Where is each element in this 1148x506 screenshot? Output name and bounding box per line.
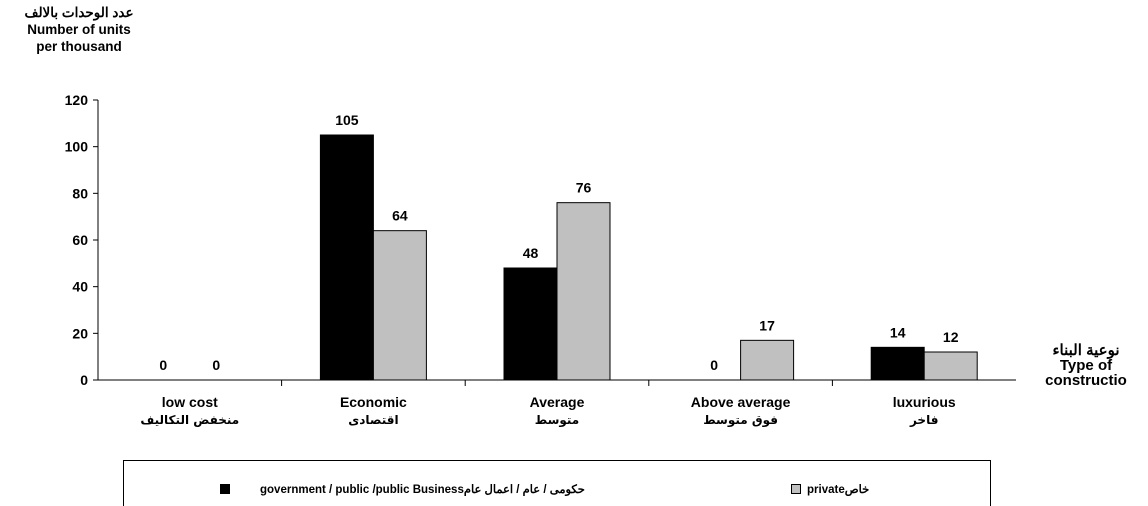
- data-label: 12: [943, 329, 959, 345]
- y-axis-title: عدد الوحدات بالالف Number of units per t…: [0, 4, 158, 55]
- x-axis-title-en1: Type of: [1059, 357, 1113, 374]
- legend-label-private: privateخاص: [807, 484, 870, 496]
- data-label: 0: [159, 357, 167, 373]
- x-tick-label-en: Average: [530, 394, 585, 410]
- x-tick-label-ar: اقتصادى: [348, 413, 398, 427]
- bar: [372, 230, 427, 381]
- legend-swatch-government: [220, 484, 230, 494]
- x-tick-label-en: luxurious: [893, 394, 956, 410]
- data-label: 48: [523, 245, 539, 261]
- bar: [319, 134, 374, 381]
- bar: [740, 339, 795, 381]
- bar: [556, 202, 611, 381]
- x-axis-title-en2: constructio: [1045, 372, 1127, 389]
- y-axis-title-en2: per thousand: [36, 39, 122, 54]
- x-axis-title: نوعية البناء Type of constructio: [1026, 343, 1146, 388]
- x-tick-label-ar: منخفض التكاليف: [140, 413, 239, 427]
- data-label: 0: [710, 357, 718, 373]
- x-tick-label-ar: متوسط: [535, 413, 580, 428]
- y-tick-label: 80: [72, 185, 88, 201]
- bar: [503, 267, 558, 381]
- data-label: 0: [212, 357, 220, 373]
- bar: [870, 346, 925, 381]
- y-axis-title-ar: عدد الوحدات بالالف: [24, 5, 134, 20]
- x-axis-title-ar: نوعية البناء: [1052, 342, 1120, 359]
- x-tick-label-en: low cost: [162, 394, 218, 410]
- x-tick-label-ar: فاخر: [909, 413, 938, 427]
- legend: government / public /public Businessحكوم…: [123, 460, 991, 506]
- y-tick-label: 120: [65, 92, 89, 108]
- x-tick-label-en: Above average: [691, 394, 791, 410]
- y-tick-label: 100: [65, 139, 89, 155]
- data-label: 76: [576, 180, 592, 196]
- x-tick-label-ar: فوق متوسط: [703, 413, 778, 428]
- legend-item-government: government / public /public Businessحكوم…: [220, 482, 585, 496]
- data-label: 105: [335, 112, 359, 128]
- bar: [923, 351, 978, 381]
- y-axis-title-en1: Number of units: [27, 22, 131, 37]
- data-label: 14: [890, 324, 906, 340]
- y-tick-label: 60: [72, 232, 88, 248]
- y-tick-label: 0: [80, 372, 88, 388]
- legend-item-private: privateخاص: [791, 482, 869, 496]
- data-label: 64: [392, 208, 408, 224]
- y-tick-label: 40: [72, 279, 88, 295]
- legend-label-government: government / public /public Businessحكوم…: [260, 484, 585, 496]
- y-tick-label: 20: [72, 325, 88, 341]
- x-tick-label-en: Economic: [340, 394, 407, 410]
- legend-swatch-private: [791, 484, 801, 494]
- data-label: 17: [759, 317, 775, 333]
